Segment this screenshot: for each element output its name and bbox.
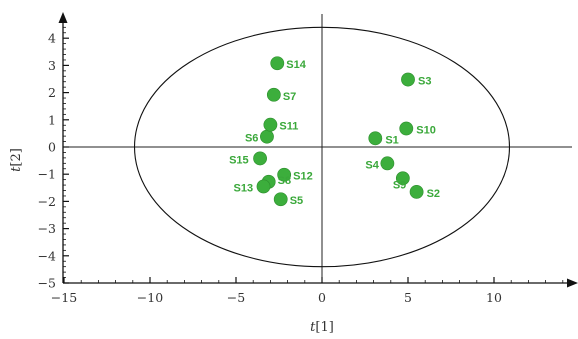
- y-tick-label: −4: [38, 248, 56, 263]
- x-tick-label: 10: [486, 290, 502, 305]
- point-label-s15: S15: [229, 154, 249, 166]
- y-tick-label: 4: [48, 31, 56, 46]
- point-labels: S1 S2 S3 S4 S5 S6 S7 S8 S9 S10 S11 S12 S13 S14 S15: [229, 59, 440, 207]
- y-tick-label: 2: [48, 85, 56, 100]
- point-label-s10: S10: [416, 125, 436, 137]
- y-tick-label: −3: [38, 221, 56, 236]
- y-tick-label: 1: [48, 112, 56, 127]
- data-point-s9: [395, 171, 410, 186]
- y-tick-label: 3: [48, 58, 56, 73]
- point-label-s7: S7: [283, 91, 296, 103]
- data-point-s10: [399, 121, 414, 136]
- x-tick-label: 0: [318, 290, 326, 305]
- point-label-s9: S9: [393, 179, 406, 191]
- y-axis-arrow: [58, 12, 68, 23]
- data-point-s1: [368, 131, 383, 146]
- data-point-s14: [270, 56, 285, 71]
- point-label-s14: S14: [286, 59, 306, 71]
- point-label-s13: S13: [234, 182, 254, 194]
- data-point-s13: [256, 179, 271, 194]
- point-label-s2: S2: [427, 188, 440, 200]
- point-label-s3: S3: [418, 76, 431, 88]
- point-label-s11: S11: [279, 121, 298, 133]
- data-point-s4: [380, 156, 395, 171]
- y-axis-title: t[2]: [9, 148, 24, 172]
- data-point-s6: [260, 129, 274, 144]
- data-point-s12: [277, 167, 292, 182]
- x-tick-label: −5: [227, 290, 245, 305]
- point-label-s4: S4: [365, 159, 379, 171]
- point-label-s6: S6: [245, 133, 258, 145]
- data-point-s15: [253, 151, 267, 166]
- data-point-s5: [273, 192, 288, 207]
- data-point-s7: [266, 87, 281, 102]
- data-point-s11: [263, 117, 278, 132]
- x-axis-title: t[1]: [310, 320, 334, 335]
- data-point-s3: [401, 72, 415, 87]
- point-label-s1: S1: [385, 134, 398, 146]
- y-tick-label: −1: [38, 167, 56, 182]
- data-points: [253, 56, 424, 207]
- point-label-s8: S8: [278, 175, 291, 187]
- y-tick-label: −5: [38, 276, 56, 291]
- confidence-ellipse-group: [133, 26, 511, 268]
- x-tick-label: −10: [137, 290, 163, 305]
- point-label-s12: S12: [293, 171, 313, 183]
- y-tick-label: 0: [48, 140, 56, 155]
- point-label-s5: S5: [290, 195, 303, 207]
- confidence-ellipse: [133, 26, 511, 268]
- data-point-s2: [409, 184, 424, 199]
- x-tick-label: 5: [404, 290, 412, 305]
- y-tick-label: −2: [38, 194, 56, 209]
- x-axis-arrow: [567, 278, 578, 288]
- x-tick-label: −15: [51, 290, 77, 305]
